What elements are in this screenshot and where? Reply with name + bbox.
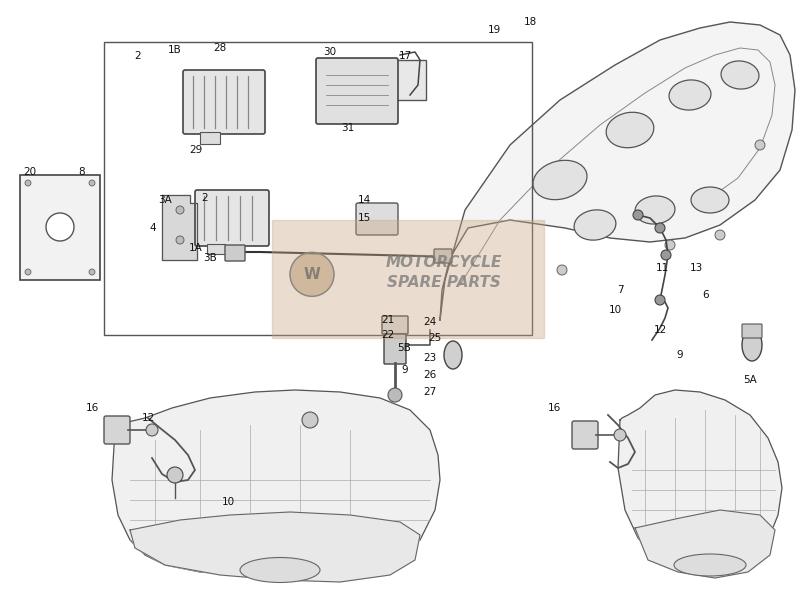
Text: 14: 14 (358, 195, 370, 205)
Circle shape (290, 253, 334, 296)
Text: 3B: 3B (203, 253, 217, 263)
Polygon shape (440, 22, 795, 320)
Ellipse shape (635, 196, 675, 224)
Circle shape (302, 412, 318, 428)
Bar (396, 60, 426, 100)
Text: 12: 12 (142, 413, 154, 423)
Text: 3A: 3A (158, 195, 172, 205)
Text: 16: 16 (547, 403, 561, 413)
Circle shape (614, 429, 626, 441)
FancyBboxPatch shape (195, 190, 269, 246)
Circle shape (89, 180, 95, 186)
Text: 4: 4 (150, 223, 156, 233)
Ellipse shape (240, 558, 320, 582)
Text: 18: 18 (523, 17, 537, 27)
Text: 1A: 1A (189, 243, 203, 253)
Circle shape (755, 140, 765, 150)
Circle shape (557, 265, 567, 275)
Circle shape (661, 250, 671, 260)
Circle shape (655, 295, 665, 305)
FancyBboxPatch shape (434, 249, 452, 263)
Text: 23: 23 (423, 353, 437, 363)
Text: 28: 28 (214, 43, 226, 53)
Text: 21: 21 (382, 315, 394, 325)
Text: 5A: 5A (743, 375, 757, 385)
Bar (20, 175, 100, 280)
Ellipse shape (574, 210, 616, 240)
Text: MOTORCYCLE: MOTORCYCLE (386, 255, 502, 270)
Ellipse shape (606, 112, 654, 148)
Polygon shape (130, 512, 420, 582)
Text: 22: 22 (382, 330, 394, 340)
Circle shape (167, 467, 183, 483)
FancyBboxPatch shape (183, 70, 265, 134)
Circle shape (89, 269, 95, 275)
Text: 8: 8 (78, 167, 86, 177)
Bar (104, 42, 532, 335)
FancyBboxPatch shape (572, 421, 598, 449)
Text: 19: 19 (487, 25, 501, 35)
Polygon shape (162, 195, 197, 260)
Text: 11: 11 (655, 263, 669, 273)
Circle shape (176, 206, 184, 214)
Text: 13: 13 (690, 263, 702, 273)
Text: 5B: 5B (397, 343, 411, 353)
FancyBboxPatch shape (742, 324, 762, 338)
Ellipse shape (674, 554, 746, 576)
Text: 31: 31 (342, 123, 354, 133)
Ellipse shape (691, 187, 729, 213)
Text: 2: 2 (202, 193, 208, 203)
Circle shape (715, 230, 725, 240)
FancyBboxPatch shape (104, 416, 130, 444)
Circle shape (25, 269, 31, 275)
FancyBboxPatch shape (384, 334, 406, 364)
FancyBboxPatch shape (225, 245, 245, 261)
Circle shape (25, 180, 31, 186)
Circle shape (388, 388, 402, 402)
FancyBboxPatch shape (382, 316, 408, 334)
Text: 15: 15 (358, 213, 370, 223)
Text: 30: 30 (323, 47, 337, 57)
Text: 25: 25 (428, 333, 442, 343)
Text: 29: 29 (190, 145, 202, 155)
Text: 24: 24 (423, 317, 437, 327)
Text: 10: 10 (222, 497, 234, 507)
Text: 20: 20 (23, 167, 37, 177)
Ellipse shape (742, 329, 762, 361)
Circle shape (665, 240, 675, 250)
Text: 16: 16 (86, 403, 98, 413)
Text: 27: 27 (423, 387, 437, 397)
Text: W: W (303, 267, 321, 282)
Circle shape (655, 223, 665, 233)
Circle shape (46, 213, 74, 241)
Ellipse shape (444, 341, 462, 369)
Polygon shape (618, 390, 782, 570)
Ellipse shape (721, 61, 759, 89)
Circle shape (176, 236, 184, 244)
Text: 6: 6 (702, 290, 710, 300)
Text: SPARE PARTS: SPARE PARTS (387, 275, 501, 289)
FancyBboxPatch shape (316, 58, 398, 124)
Text: 17: 17 (398, 51, 412, 61)
Circle shape (146, 424, 158, 436)
Ellipse shape (669, 80, 711, 110)
Text: 10: 10 (609, 305, 622, 315)
Polygon shape (635, 510, 775, 578)
Text: 7: 7 (617, 285, 623, 295)
Polygon shape (112, 390, 440, 575)
Text: 2: 2 (134, 51, 142, 61)
Bar (272, 220, 544, 338)
FancyBboxPatch shape (356, 203, 398, 235)
Text: 9: 9 (677, 350, 683, 360)
Ellipse shape (533, 160, 587, 200)
Bar (207, 244, 225, 254)
Text: 26: 26 (423, 370, 437, 380)
Text: 9: 9 (402, 365, 408, 375)
Circle shape (633, 210, 643, 220)
Bar (200, 132, 220, 144)
Text: 1B: 1B (168, 45, 182, 55)
Text: 12: 12 (654, 325, 666, 335)
